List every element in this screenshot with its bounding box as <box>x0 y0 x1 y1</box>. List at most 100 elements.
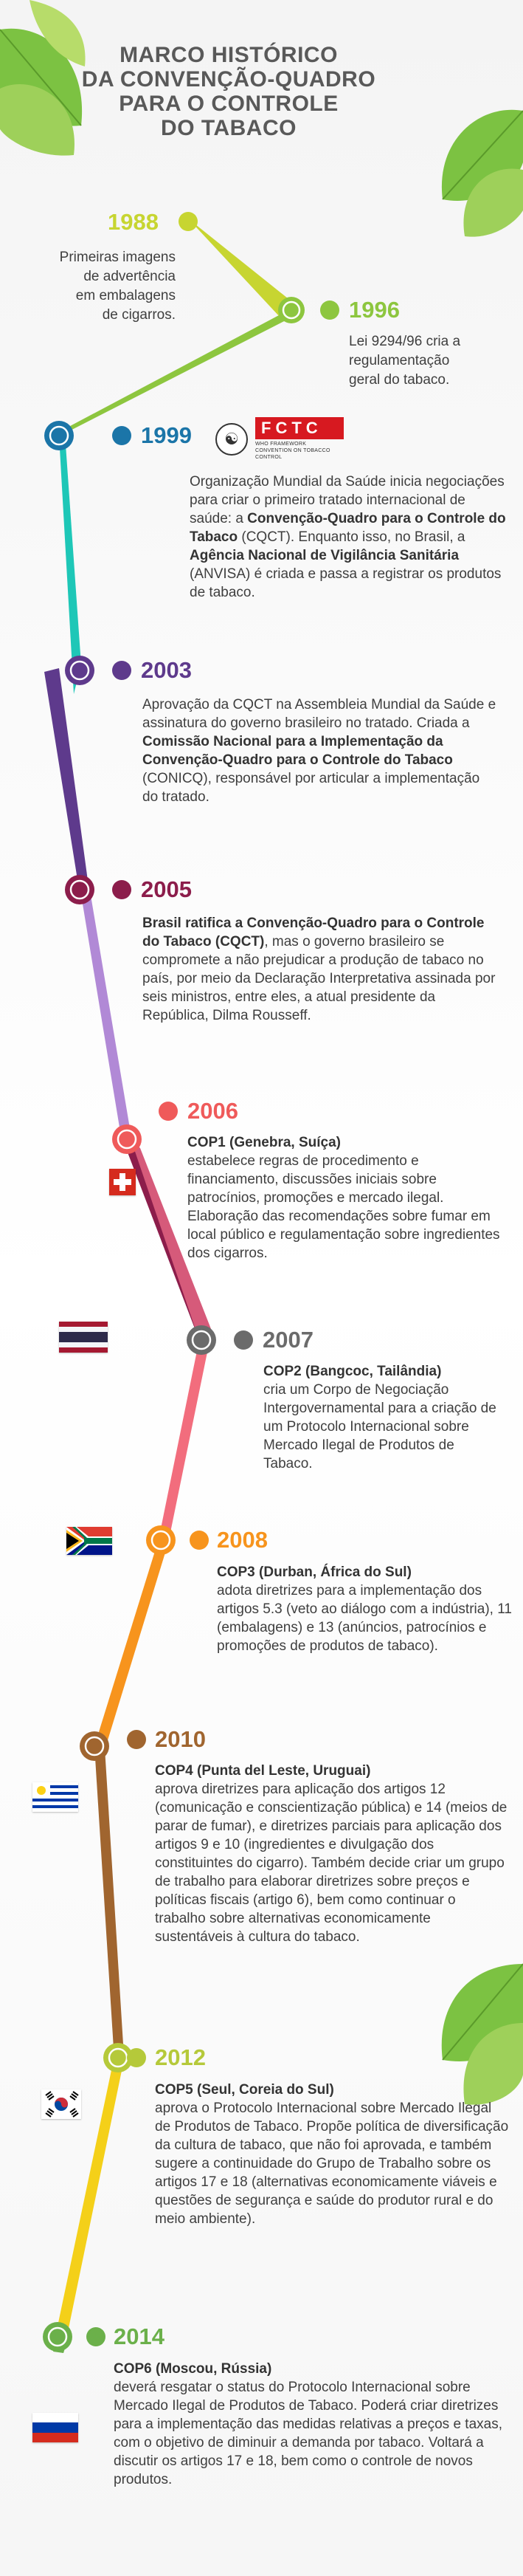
node-2007 <box>187 1325 216 1355</box>
event-text: Aprovação da CQCT na Assembleia Mundial … <box>142 697 496 731</box>
dot-2005 <box>112 880 131 899</box>
year-2007: 2007 <box>263 1327 314 1353</box>
flag-stripe <box>32 2413 78 2422</box>
fctc-logo: ☯ FCTC WHO FRAMEWORK CONVENTION ON TOBAC… <box>215 417 344 461</box>
flag-stripe <box>59 1342 108 1347</box>
event-heading: COP5 (Seul, Coreia do Sul) <box>155 2082 334 2098</box>
node-2003 <box>65 656 94 685</box>
event-line: de cigarros. <box>102 307 176 323</box>
flag-stripe <box>32 2433 78 2442</box>
event-line: regulamentação <box>349 353 450 368</box>
dot-2008 <box>190 1531 209 1550</box>
event-1996-text: Lei 9294/96 cria a regulamentação geral … <box>349 332 519 390</box>
event-heading: COP4 (Punta del Leste, Uruguai) <box>155 1763 371 1779</box>
dot-2014 <box>86 2327 105 2346</box>
flag-stripe <box>32 2422 78 2433</box>
event-line: Lei 9294/96 cria a <box>349 334 461 349</box>
flag-stripe <box>59 1322 108 1327</box>
south-korea-flag-graphic <box>41 2089 81 2119</box>
event-body: cria um Corpo de Negociação Intergoverna… <box>263 1382 496 1471</box>
leaf-decoration-bottom-right <box>441 1963 523 2105</box>
event-line: Primeiras imagens <box>59 250 176 265</box>
node-2010 <box>80 1731 109 1761</box>
title-line: PARA O CONTROLE <box>119 92 339 116</box>
dot-2010 <box>127 1730 146 1749</box>
node-2008 <box>146 1525 176 1555</box>
event-text: (ANVISA) é criada e passa a registrar os… <box>190 566 502 600</box>
event-heading: COP1 (Genebra, Suíça) <box>187 1135 342 1150</box>
event-text: Organização Mundial da Saúde inicia nego… <box>190 474 505 526</box>
event-highlight: Agência Nacional de Vigilância Sanitária <box>190 548 460 563</box>
south-africa-flag <box>66 1527 112 1555</box>
event-2012-text: COP5 (Seul, Coreia do Sul) aprova o Prot… <box>155 2081 509 2228</box>
flag-stripe <box>32 1799 78 1802</box>
event-body: aprova o Protocolo Internacional sobre M… <box>155 2101 509 2227</box>
event-2003-text: Aprovação da CQCT na Assembleia Mundial … <box>142 695 496 806</box>
event-2007-text: COP2 (Bangcoc, Tailândia) cria um Corpo … <box>263 1362 507 1473</box>
year-2012: 2012 <box>155 2044 206 2070</box>
dot-2007 <box>234 1330 253 1350</box>
sun-icon <box>37 1786 46 1795</box>
fctc-box: FCTC WHO FRAMEWORK CONVENTION ON TOBACCO… <box>255 417 344 461</box>
event-heading: COP3 (Durban, África do Sul) <box>217 1565 412 1580</box>
event-heading: COP6 (Moscou, Rússia) <box>114 2361 272 2377</box>
node-1999 <box>44 421 74 450</box>
event-2008-text: COP3 (Durban, África do Sul) adota diret… <box>217 1563 512 1655</box>
event-2005-text: Brasil ratifica a Convenção-Quadro para … <box>142 914 496 1025</box>
leaf-decoration-top-left <box>0 0 86 156</box>
dot-1988 <box>179 212 198 231</box>
event-line: de advertência <box>83 269 176 284</box>
event-highlight: Brasil ratifica a Convenção-Quadro para … <box>142 916 485 949</box>
thailand-flag <box>59 1322 108 1353</box>
who-globe-icon: ☯ <box>215 422 248 456</box>
event-text: (CONICQ), responsável por articular a im… <box>142 771 480 805</box>
year-2005: 2005 <box>141 876 192 902</box>
dot-2012 <box>127 2048 146 2067</box>
switzerland-flag <box>109 1169 136 1195</box>
dot-2003 <box>112 661 131 680</box>
year-2008: 2008 <box>217 1527 268 1553</box>
dot-2006 <box>159 1102 178 1121</box>
node-2006 <box>112 1124 142 1154</box>
russia-flag <box>32 2413 78 2442</box>
event-text: , mas o governo brasileiro se compromete… <box>142 934 496 1023</box>
title-line: DA CONVENÇÃO-QUADRO <box>81 67 376 92</box>
event-body: deverá resgatar o status do Protocolo In… <box>114 2380 502 2487</box>
title-line: MARCO HISTÓRICO <box>120 43 338 67</box>
south-korea-flag <box>41 2089 81 2119</box>
dot-1996 <box>320 300 339 320</box>
year-2010: 2010 <box>155 1726 206 1752</box>
event-highlight: Comissão Nacional para a Implementação d… <box>142 734 453 768</box>
uruguay-flag <box>32 1782 78 1812</box>
flag-stripe <box>32 1792 78 1795</box>
fctc-logo-subtitle: WHO FRAMEWORK CONVENTION ON TOBACCO CONT… <box>255 442 330 460</box>
event-line: em embalagens <box>75 288 176 303</box>
title-line: DO TABACO <box>161 116 297 140</box>
flag-stripe <box>32 1805 78 1808</box>
year-1988: 1988 <box>108 209 159 235</box>
event-body: estabelece regras de procedimento e fina… <box>187 1153 500 1261</box>
event-1988-text: Primeiras imagens de advertência em emba… <box>21 248 176 325</box>
event-text: (CQCT). Enquanto isso, no Brasil, a <box>238 529 465 545</box>
node-1996 <box>278 297 305 323</box>
year-1996: 1996 <box>349 297 400 323</box>
south-africa-flag-graphic <box>66 1527 112 1555</box>
flag-stripe <box>59 1327 108 1332</box>
event-line: geral do tabaco. <box>349 372 450 388</box>
year-1999: 1999 <box>141 422 192 448</box>
year-2014: 2014 <box>114 2323 164 2349</box>
flag-cross-h <box>114 1179 131 1185</box>
event-body: aprova diretrizes para aplicação dos art… <box>155 1782 508 1945</box>
event-2014-text: COP6 (Moscou, Rússia) deverá resgatar o … <box>114 2360 512 2489</box>
event-2006-text: COP1 (Genebra, Suíça) estabelece regras … <box>187 1133 512 1263</box>
event-2010-text: COP4 (Punta del Leste, Uruguai) aprova d… <box>155 1762 509 1946</box>
event-heading: COP2 (Bangcoc, Tailândia) <box>263 1364 442 1379</box>
node-2014 <box>43 2322 72 2352</box>
year-2003: 2003 <box>141 657 192 683</box>
event-body: adota diretrizes para a implementação do… <box>217 1583 512 1654</box>
flag-stripe <box>32 1785 78 1788</box>
year-2006: 2006 <box>187 1098 238 1124</box>
flag-stripe <box>59 1347 108 1353</box>
leaf-decoration-top-right <box>441 109 523 237</box>
